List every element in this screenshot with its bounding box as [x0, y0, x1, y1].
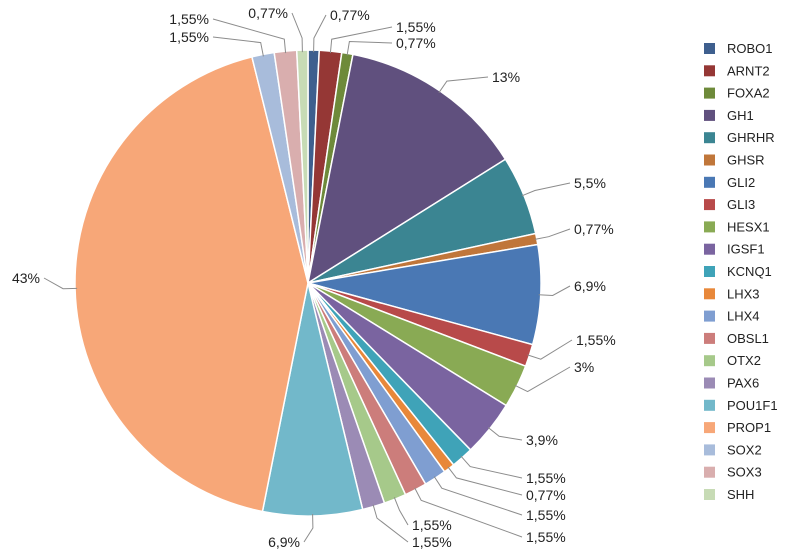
legend-label-ghrhr: GHRHR [727, 130, 775, 145]
leader-line-pou1f1 [303, 513, 314, 543]
data-label-lhx4: 1,55% [526, 507, 566, 523]
legend-label-igsf1: IGSF1 [727, 242, 765, 257]
leader-line-gli2 [538, 285, 571, 297]
data-label-gli3: 1,55% [576, 332, 616, 348]
data-label-arnt2: 1,55% [396, 19, 436, 35]
legend-label-shh: SHH [727, 487, 754, 502]
legend-label-pax6: PAX6 [727, 376, 759, 391]
leader-line-sox2 [212, 36, 264, 57]
leader-line-foxa2 [346, 40, 393, 56]
data-label-obsl1: 1,55% [526, 529, 566, 545]
legend-label-prop1: PROP1 [727, 420, 771, 435]
legend-swatch-pou1f1 [704, 399, 715, 411]
leader-line-lhx3 [447, 466, 523, 496]
data-label-shh: 0,77% [248, 5, 288, 21]
leader-line-pax6 [372, 504, 409, 543]
leader-line-ghsr [534, 228, 571, 240]
data-label-kcnq1: 1,55% [526, 470, 566, 486]
legend-label-arnt2: ARNT2 [727, 63, 770, 78]
leader-line-otx2 [393, 497, 409, 526]
legend-swatch-kcnq1 [704, 266, 715, 277]
legend-swatch-sox3 [704, 466, 715, 478]
data-label-foxa2: 0,77% [396, 35, 436, 51]
data-label-sox2: 1,55% [169, 29, 209, 45]
data-label-ghsr: 0,77% [574, 221, 614, 237]
leader-line-sox3 [212, 18, 287, 54]
data-labels: 0,77%1,55%0,77%13%5,5%0,77%6,9%1,55%3%3,… [12, 5, 616, 550]
data-label-igsf1: 3,9% [526, 432, 558, 448]
legend-label-gli3: GLI3 [727, 197, 755, 212]
legend-swatch-ghsr [704, 154, 715, 166]
data-label-lhx3: 0,77% [526, 487, 566, 503]
data-label-robo1: 0,77% [330, 7, 370, 23]
data-label-ghrhr: 5,5% [574, 175, 606, 191]
legend-label-hesx1: HESX1 [727, 219, 770, 234]
leader-line-gli3 [527, 339, 573, 360]
legend-swatch-otx2 [704, 355, 715, 367]
legend-swatch-obsl1 [704, 332, 715, 344]
legend-label-kcnq1: KCNQ1 [727, 264, 772, 279]
legend-swatch-igsf1 [704, 243, 715, 255]
legend-swatch-sox2 [704, 444, 715, 456]
data-label-sox3: 1,55% [169, 11, 209, 27]
legend-swatch-arnt2 [704, 65, 715, 77]
legend-label-sox3: SOX3 [727, 465, 762, 480]
legend-swatch-ghrhr [704, 132, 715, 144]
legend-swatch-gli3 [704, 199, 715, 211]
legend-label-gh1: GH1 [727, 108, 754, 123]
legend-swatch-prop1 [704, 422, 715, 434]
legend-swatch-shh [704, 489, 715, 500]
legend-swatch-lhx4 [704, 310, 715, 322]
leader-line-robo1 [313, 14, 327, 53]
legend-swatch-lhx3 [704, 288, 715, 300]
legend-label-lhx4: LHX4 [727, 309, 760, 324]
legend-swatch-robo1 [704, 43, 715, 54]
leader-line-obsl1 [414, 487, 523, 538]
legend-label-pou1f1: POU1F1 [727, 398, 778, 413]
leader-lines [43, 12, 573, 543]
leader-line-hesx1 [514, 366, 571, 393]
data-label-pax6: 1,55% [412, 534, 452, 550]
legend-swatch-pax6 [704, 377, 715, 389]
legend-swatch-gli2 [704, 176, 715, 188]
legend-label-obsl1: OBSL1 [727, 331, 769, 346]
data-label-hesx1: 3% [574, 359, 594, 375]
legend-swatch-foxa2 [704, 87, 715, 99]
legend-swatch-hesx1 [704, 221, 715, 233]
legend-label-gli2: GLI2 [727, 175, 755, 190]
legend-label-foxa2: FOXA2 [727, 86, 770, 101]
leader-line-prop1 [43, 277, 78, 290]
legend-label-robo1: ROBO1 [727, 41, 773, 56]
legend: ROBO1 ARNT2 FOXA2 GH1 GHRHR GHSR GLI2 GLI3 HESX1… [704, 41, 778, 502]
leader-line-igsf1 [487, 427, 523, 441]
leader-line-ghrhr [521, 182, 571, 197]
data-label-gh1: 13% [492, 69, 520, 85]
pie-slices [74, 49, 542, 517]
legend-label-ghsr: GHSR [727, 153, 765, 168]
leader-line-lhx4 [433, 476, 523, 516]
legend-label-lhx3: LHX3 [727, 286, 760, 301]
leader-line-shh [291, 12, 303, 53]
legend-swatch-gh1 [704, 109, 715, 121]
data-label-otx2: 1,55% [412, 517, 452, 533]
leader-line-arnt2 [329, 26, 393, 54]
data-label-gli2: 6,9% [574, 278, 606, 294]
leader-line-kcnq1 [460, 455, 523, 479]
legend-label-sox2: SOX2 [727, 442, 762, 457]
leader-line-gh1 [438, 76, 489, 93]
data-label-prop1: 43% [12, 270, 40, 286]
data-label-pou1f1: 6,9% [268, 534, 300, 550]
legend-label-otx2: OTX2 [727, 353, 761, 368]
